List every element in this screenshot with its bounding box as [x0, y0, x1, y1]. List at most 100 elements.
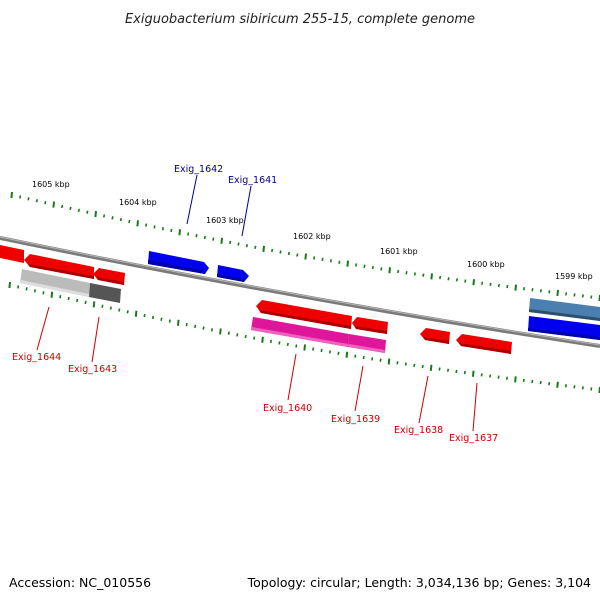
upper-tick [237, 242, 240, 246]
lower-tick [489, 374, 492, 378]
gene-exig-1639-shade [355, 326, 387, 334]
upper-tick [287, 251, 290, 256]
upper-tick [313, 256, 316, 260]
leader-exig-1639 [354, 365, 364, 412]
upper-tick [153, 225, 156, 229]
upper-tick [128, 219, 131, 224]
lower-tick [101, 304, 104, 308]
gene-reverse-left[interactable] [0, 245, 24, 263]
upper-tick [69, 206, 72, 211]
upper-tick [405, 271, 408, 275]
label-exig-1639[interactable]: Exig_1639 [331, 414, 380, 425]
upper-tick [397, 269, 400, 274]
lower-tick [328, 350, 332, 354]
gene-forward-right-shade [529, 309, 600, 321]
lower-tick [295, 344, 298, 348]
upper-tick [422, 273, 425, 277]
gene-exig-1642[interactable] [148, 251, 209, 274]
gene-exig-1640[interactable] [256, 300, 352, 329]
lower-tick [227, 331, 230, 335]
label-exig-1637[interactable]: Exig_1637 [449, 433, 498, 444]
lower-tick [25, 287, 28, 291]
upper-tick [539, 289, 542, 293]
upper-tick [380, 267, 383, 271]
lower-tick [76, 298, 79, 303]
lower-tick [429, 364, 433, 371]
lower-tick [303, 344, 306, 351]
upper-tick [531, 288, 534, 292]
upper-tick [506, 284, 509, 289]
upper-tick [94, 210, 97, 218]
upper-tick [161, 227, 164, 231]
lower-tick [421, 364, 424, 369]
label-exig-1643[interactable]: Exig_1643 [68, 364, 117, 375]
upper-tick [86, 210, 89, 214]
label-exig-1644[interactable]: Exig_1644 [12, 352, 61, 363]
gene-forward-right[interactable] [529, 298, 600, 321]
lower-tick [522, 378, 525, 383]
scale-label-1602: 1602 kbp [293, 232, 331, 241]
upper-tick [271, 248, 274, 253]
lower-tick [590, 387, 593, 391]
gene-exig-1642-shade [148, 260, 205, 274]
upper-tick [220, 237, 223, 244]
lower-tick [497, 375, 500, 379]
gene-pseudo-dark[interactable] [89, 283, 121, 303]
upper-tick [119, 217, 122, 222]
label-exig-1641[interactable]: Exig_1641 [228, 175, 277, 186]
gene-exig-1637-shade [459, 343, 511, 354]
lower-tick [118, 308, 121, 312]
upper-tick [212, 237, 215, 241]
lower-tick [371, 357, 374, 361]
lower-tick [33, 289, 37, 293]
lower-tick [109, 306, 112, 310]
lower-tick [84, 300, 87, 305]
tick-marks [8, 191, 600, 394]
gene-rna-long[interactable] [251, 317, 349, 347]
label-exig-1642[interactable]: Exig_1642 [174, 164, 223, 175]
label-exig-1640[interactable]: Exig_1640 [263, 403, 312, 414]
gene-pseudo-light[interactable] [20, 269, 90, 297]
lower-tick [185, 322, 188, 327]
lower-tick [438, 367, 441, 371]
lower-tick [134, 310, 138, 317]
leader-exig-1644 [36, 306, 50, 351]
lower-tick [143, 313, 146, 318]
upper-tick [413, 272, 416, 276]
genome-summary-text: Topology: circular; Length: 3,034,136 bp… [247, 575, 591, 590]
upper-tick [229, 240, 232, 245]
upper-tick [203, 235, 206, 240]
label-exig-1638[interactable]: Exig_1638 [394, 425, 443, 436]
upper-tick [464, 279, 467, 283]
upper-tick [523, 287, 526, 291]
upper-tick [565, 292, 568, 296]
gene-forward-right-2[interactable] [528, 316, 600, 340]
lower-tick [404, 362, 407, 366]
upper-tick [481, 281, 484, 285]
lower-tick [286, 342, 289, 347]
scale-label-1600: 1600 kbp [467, 260, 505, 269]
lower-tick [219, 328, 222, 335]
upper-tick [346, 260, 349, 267]
upper-tick [363, 264, 366, 268]
upper-tick [548, 290, 551, 294]
upper-tick [489, 282, 492, 287]
upper-tick [439, 275, 442, 280]
upper-tick [254, 245, 257, 249]
upper-tick [447, 277, 450, 281]
upper-tick [187, 232, 190, 236]
leader-exig-1638 [418, 375, 429, 424]
lower-tick [396, 361, 399, 365]
reverse-genes [0, 245, 512, 354]
scale-label-1605: 1605 kbp [32, 180, 70, 189]
lower-tick [92, 301, 96, 308]
upper-tick [77, 208, 80, 212]
gene-exig-1644[interactable] [24, 254, 94, 279]
upper-tick [279, 250, 282, 254]
lower-tick [236, 333, 239, 337]
lower-tick [556, 381, 559, 388]
lower-tick [446, 368, 450, 372]
scale-label-1599: 1599 kbp [555, 272, 593, 281]
leader-exig-1637 [472, 382, 478, 432]
lower-tick [539, 380, 542, 385]
